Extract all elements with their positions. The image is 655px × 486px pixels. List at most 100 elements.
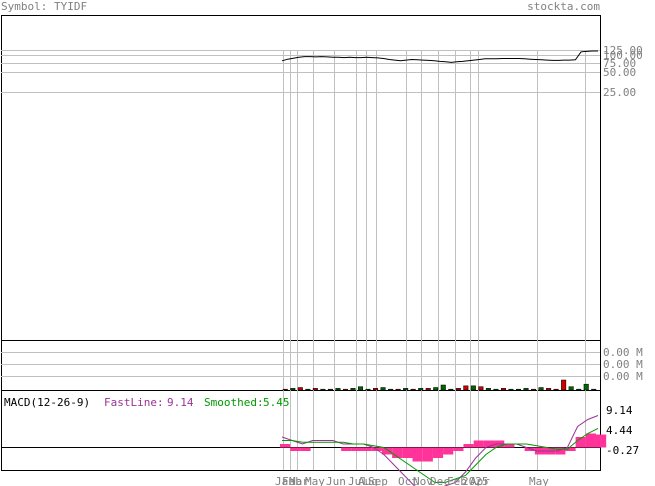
volume-bar <box>463 385 469 391</box>
macd-smooth-line <box>282 427 599 483</box>
price-tick-label: 25.00 <box>603 86 636 99</box>
volume-bar <box>485 388 491 391</box>
volume-bar <box>320 388 326 391</box>
macd-title: MACD(12-26-9) <box>4 396 90 409</box>
volume-bar <box>433 387 439 391</box>
macd-histogram-bar <box>300 447 311 451</box>
volume-bar <box>561 379 567 391</box>
price-tick-label: 50.00 <box>603 66 636 79</box>
macd-histogram-bar <box>392 447 403 458</box>
price-line <box>281 50 598 63</box>
x-tick-label: Jan <box>275 475 295 486</box>
volume-bar <box>523 388 529 391</box>
volume-bar <box>403 388 409 391</box>
x-tick-label: Feb <box>282 475 302 486</box>
volume-tick-label: 0.00 M <box>603 370 643 383</box>
volume-panel <box>1 340 601 391</box>
volume-bar <box>531 388 537 391</box>
symbol-label: Symbol: TYIDF <box>1 0 88 13</box>
volume-bar <box>508 388 514 391</box>
volume-bar <box>350 388 356 391</box>
macd-histogram-bar <box>351 447 362 451</box>
volume-bar <box>591 388 597 391</box>
x-tick-label: May <box>305 475 325 486</box>
x-tick-label: Oct <box>398 475 418 486</box>
volume-bar <box>305 388 311 391</box>
volume-bar <box>388 388 394 391</box>
x-tick-label: Mar <box>289 475 309 486</box>
x-tick-label: Apr <box>470 475 490 486</box>
macd-histogram-bar <box>453 447 464 451</box>
macd-histogram-bar <box>280 444 291 448</box>
volume-tick-label: 0.00 M <box>603 346 643 359</box>
volume-bar <box>568 386 574 391</box>
x-tick-label: Feb <box>447 475 467 486</box>
volume-bar <box>478 386 484 391</box>
macd-histogram-bar <box>402 447 413 458</box>
macd-histogram-bar <box>585 433 596 448</box>
volume-bar <box>327 388 333 391</box>
volume-bar <box>538 387 544 391</box>
macd-histogram-bar <box>422 447 433 462</box>
macd-histogram-bar <box>443 447 454 455</box>
macd-histogram-bar <box>432 447 444 458</box>
volume-bar <box>418 388 424 391</box>
volume-bar <box>282 388 288 391</box>
x-tick-label: Nov <box>413 475 433 486</box>
macd-histogram-bar <box>381 447 393 455</box>
x-tick-label: May <box>529 475 549 486</box>
volume-bar <box>576 388 582 391</box>
macd-histogram-bar <box>565 447 576 451</box>
macd-histogram-bar <box>341 447 352 451</box>
volume-bar <box>440 384 446 391</box>
price-tick-label: 75.00 <box>603 57 636 70</box>
x-tick-label: 2025 <box>462 475 489 486</box>
macd-tick-label: 9.14 <box>606 404 633 417</box>
macd-histogram-bar <box>555 447 566 455</box>
volume-tick-label: 0.00 M <box>603 358 643 371</box>
volume-bar <box>515 388 522 391</box>
price-tick-label: 125.00 <box>603 44 643 57</box>
volume-bar <box>365 388 371 391</box>
volume-bar <box>583 383 589 391</box>
macd-panel <box>1 390 601 471</box>
volume-bar <box>290 388 296 391</box>
x-tick-label: Dec <box>430 475 450 486</box>
macd-histogram-bar <box>483 440 495 448</box>
volume-bar <box>455 388 461 391</box>
volume-bar <box>448 388 454 391</box>
volume-bar <box>493 388 499 391</box>
macd-fast-label: FastLine: <box>104 396 164 409</box>
macd-histogram-bar <box>463 444 474 448</box>
price-panel <box>1 15 601 341</box>
brand-label[interactable]: stockta.com <box>527 0 600 13</box>
volume-bar <box>553 388 559 391</box>
volume-bar <box>546 388 552 391</box>
macd-histogram-bar <box>290 447 301 451</box>
macd-histogram-bar <box>575 437 586 448</box>
macd-histogram-bar <box>504 444 515 448</box>
volume-bar <box>425 388 431 391</box>
volume-bar <box>380 387 386 391</box>
volume-bar <box>500 388 506 391</box>
macd-histogram-bar <box>524 447 535 451</box>
volume-bar <box>297 387 303 391</box>
volume-bar <box>373 388 379 391</box>
macd-histogram-bar <box>361 447 372 451</box>
macd-tick-label: 4.44 <box>606 424 633 437</box>
volume-bar <box>342 388 348 391</box>
volume-bar <box>410 388 416 391</box>
volume-bar <box>395 388 401 391</box>
x-tick-label: Sep <box>368 475 388 486</box>
volume-bar <box>335 388 341 391</box>
x-tick-label: Jun <box>326 475 346 486</box>
macd-smooth-label: Smoothed: <box>204 396 264 409</box>
macd-smooth-value: 5.45 <box>263 396 290 409</box>
macd-tick-label: -0.27 <box>606 444 639 457</box>
macd-fast-line <box>281 415 599 486</box>
macd-histogram-bar <box>473 440 484 448</box>
volume-bar <box>357 386 364 391</box>
volume-bar <box>312 388 318 391</box>
macd-histogram-bar <box>596 434 607 448</box>
